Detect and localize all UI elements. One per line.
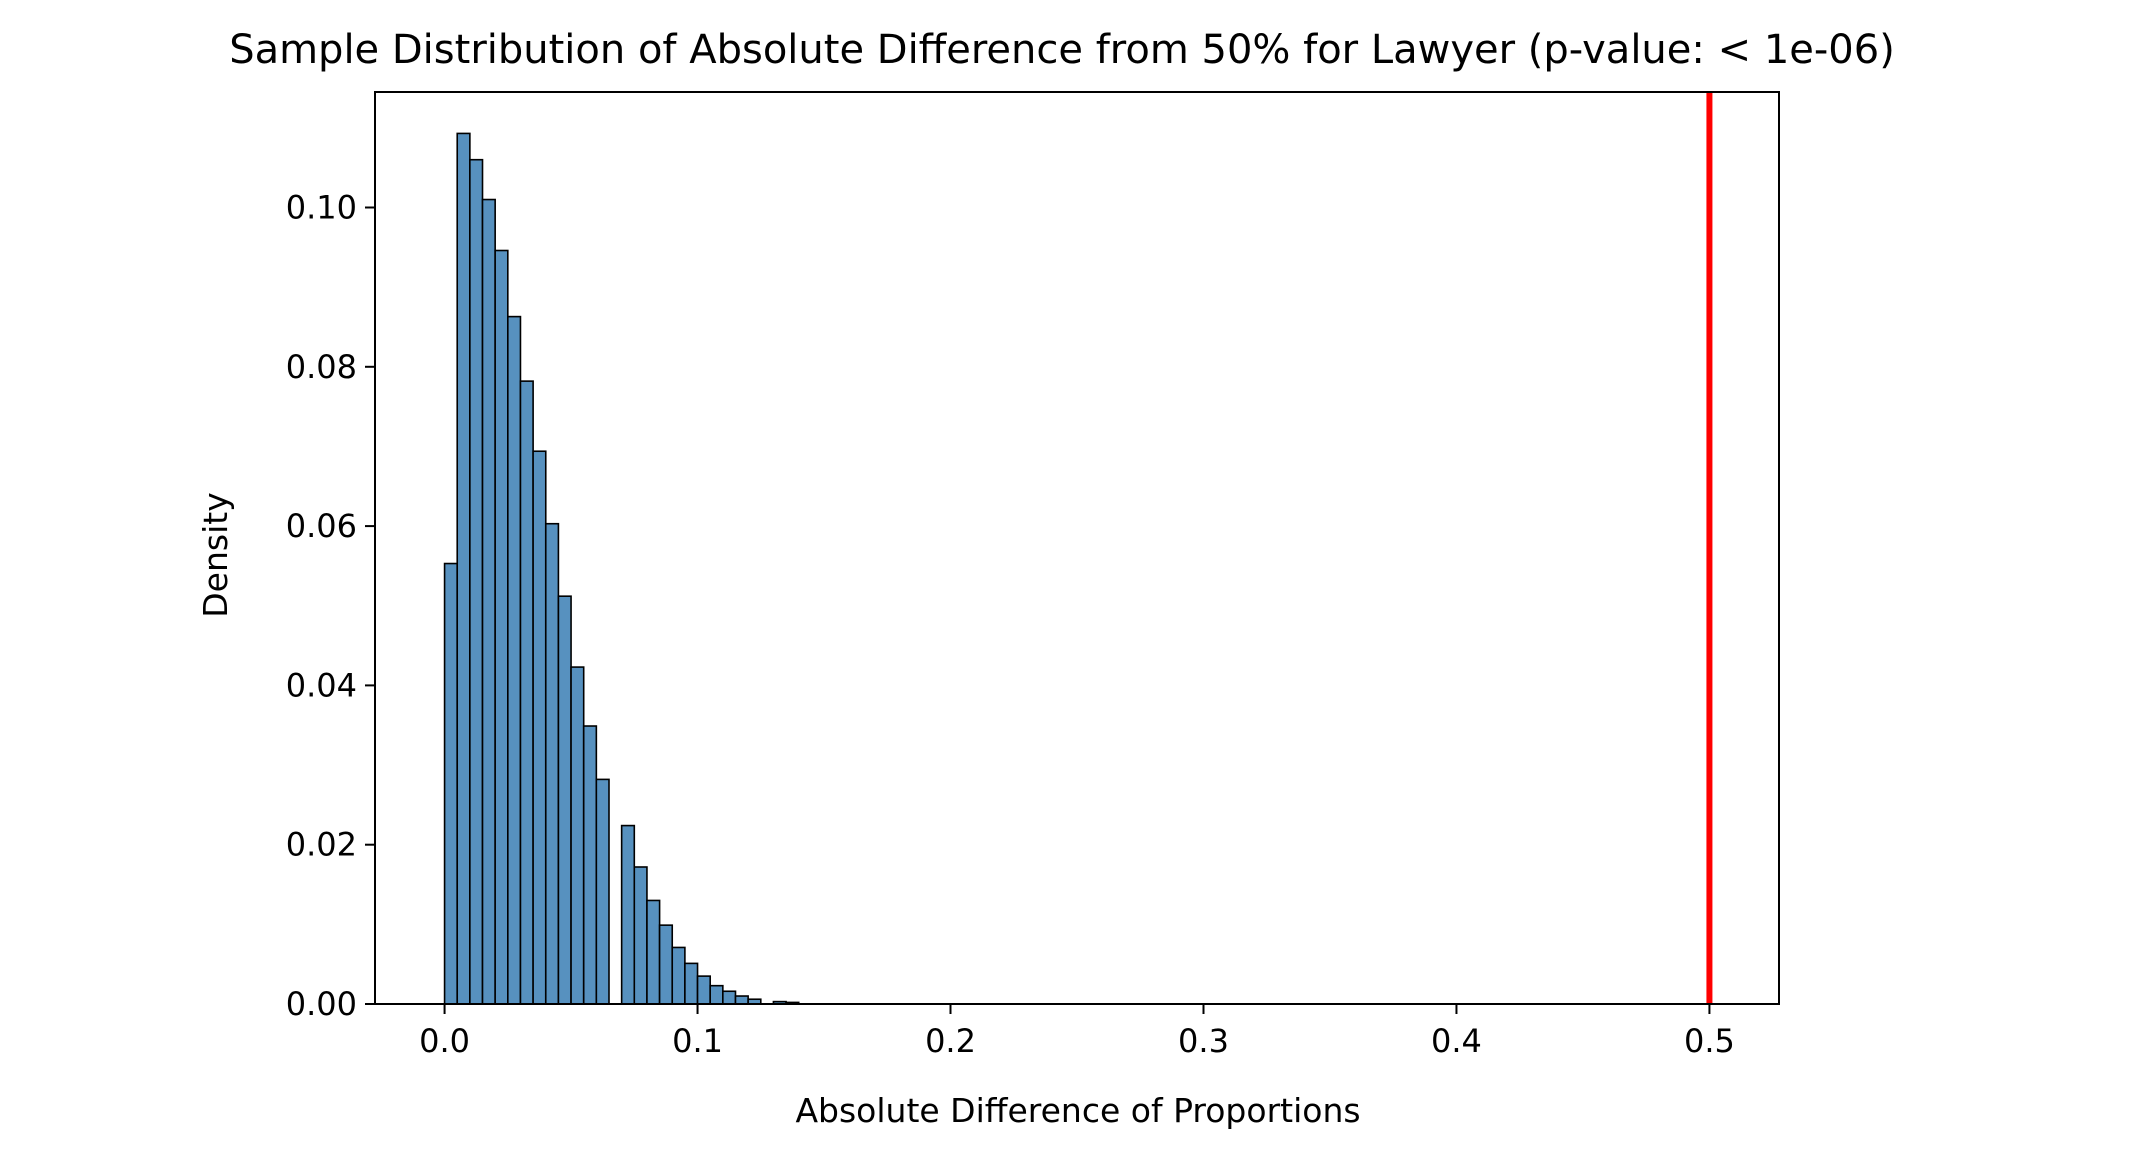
histogram-bar-20 bbox=[696, 975, 711, 1005]
x-axis-label: Absolute Difference of Proportions bbox=[795, 1091, 1360, 1130]
histogram-bar-2 bbox=[469, 158, 484, 1005]
x-tick-label-4: 0.4 bbox=[1431, 1022, 1482, 1060]
histogram-bar-11 bbox=[582, 725, 598, 1005]
histogram-bar-14 bbox=[620, 824, 636, 1005]
x-tick-label-1: 0.1 bbox=[672, 1022, 723, 1060]
chart-title: Sample Distribution of Absolute Differen… bbox=[229, 27, 1895, 73]
y-axis-label: Density bbox=[196, 492, 235, 617]
histogram-bar-1 bbox=[456, 132, 471, 1005]
histogram-bars bbox=[443, 132, 800, 1005]
x-tick-label-0: 0.0 bbox=[419, 1022, 470, 1060]
x-tick-label-5: 0.5 bbox=[1684, 1022, 1735, 1060]
histogram-bar-16 bbox=[646, 899, 661, 1005]
histogram-bar-18 bbox=[671, 946, 686, 1005]
histogram-bar-9 bbox=[557, 595, 572, 1005]
y-tick-label-0: 0.00 bbox=[286, 985, 357, 1023]
plot-area-frame bbox=[374, 91, 1780, 1005]
y-tick-label-5: 0.10 bbox=[286, 188, 357, 226]
histogram-bar-12 bbox=[595, 778, 610, 1005]
histogram-bar-21 bbox=[709, 984, 724, 1005]
histogram-bar-17 bbox=[658, 924, 674, 1005]
y-tick-label-4: 0.08 bbox=[286, 348, 357, 386]
y-tick-label-3: 0.06 bbox=[286, 507, 357, 545]
x-tick-label-3: 0.3 bbox=[1178, 1022, 1229, 1060]
x-tick-label-2: 0.2 bbox=[925, 1022, 976, 1060]
histogram-bar-10 bbox=[570, 666, 585, 1005]
y-tick-label-1: 0.02 bbox=[286, 826, 357, 864]
histogram-bar-4 bbox=[494, 249, 509, 1005]
histogram-bar-19 bbox=[684, 962, 699, 1005]
y-tick-label-2: 0.04 bbox=[286, 666, 357, 704]
histogram-bar-3 bbox=[481, 198, 496, 1005]
histogram-bar-6 bbox=[519, 380, 534, 1005]
histogram-bar-22 bbox=[722, 990, 737, 1005]
histogram-bar-7 bbox=[532, 450, 547, 1005]
histogram-bar-15 bbox=[633, 866, 648, 1005]
y-axis-ticks: 0.00 0.02 0.04 0.06 0.08 0.10 bbox=[286, 188, 375, 1023]
histogram-bar-8 bbox=[544, 522, 560, 1005]
histogram-bar-0 bbox=[443, 562, 459, 1005]
x-axis-ticks: 0.0 0.1 0.2 0.3 0.4 0.5 bbox=[419, 1004, 1735, 1060]
histogram-bar-5 bbox=[507, 315, 522, 1005]
histogram-bar-23 bbox=[734, 995, 749, 1005]
